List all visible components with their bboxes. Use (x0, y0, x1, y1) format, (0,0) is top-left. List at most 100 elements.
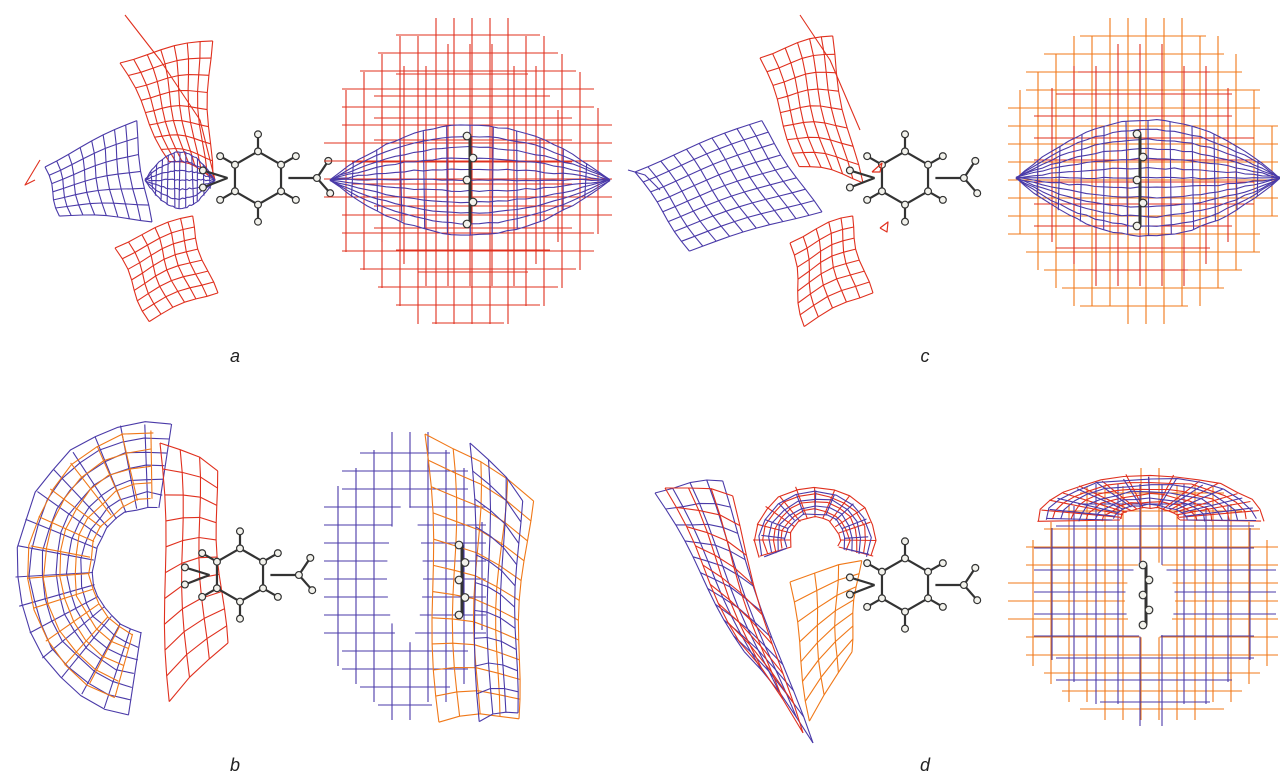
molecule-atom (938, 195, 947, 204)
mesh-line (136, 270, 209, 302)
mesh-radial-line (1173, 493, 1238, 514)
mesh-line (133, 259, 203, 291)
mesh-line (797, 237, 855, 268)
molecule-bond (239, 547, 264, 563)
mesh-radial-line (1176, 488, 1224, 510)
molecule-atom (462, 219, 472, 229)
mesh-radial-line (42, 606, 105, 659)
lens-line (350, 163, 354, 197)
mesh-line (717, 602, 784, 675)
mesh-radial-line (18, 545, 94, 561)
mesh-line (702, 564, 763, 615)
molecule-atom (291, 195, 300, 204)
mesh-line (474, 609, 516, 629)
molecule-atom (900, 624, 910, 633)
mesh-line (789, 215, 853, 244)
lens-line (491, 126, 494, 234)
mesh-line (165, 536, 217, 548)
mesh-radial-line (127, 632, 142, 715)
mesh-line (472, 470, 522, 523)
mesh-line (475, 526, 518, 566)
molecule-atom (460, 558, 470, 567)
mesh-line (667, 177, 797, 223)
molecule-atom (924, 567, 933, 576)
lens-line (166, 155, 169, 205)
mesh-line (55, 202, 149, 209)
molecule-atom (1138, 560, 1148, 570)
mesh-line (802, 236, 819, 318)
mesh-radial-line (121, 433, 138, 501)
molecule-atom (1144, 575, 1154, 585)
mesh-line (727, 622, 795, 704)
mesh-arc-line (789, 515, 842, 548)
mesh-line (474, 662, 518, 672)
mesh-line (772, 71, 837, 86)
panel-c-side-view (627, 14, 982, 328)
mesh-line (433, 538, 522, 582)
molecule-atom (1138, 198, 1148, 208)
mesh-radial-line (1187, 519, 1257, 522)
mesh-line (128, 241, 162, 315)
mesh-line (424, 433, 534, 502)
mesh-line (797, 270, 865, 304)
molecule-atom (1132, 221, 1142, 231)
molecule-bond (904, 557, 929, 573)
molecule-atom (230, 160, 239, 169)
mesh-arc-line (41, 451, 167, 689)
molecule-atom (291, 152, 300, 161)
lens-line (1015, 177, 1280, 237)
molecule-bond (904, 150, 929, 166)
mesh-line (789, 560, 862, 583)
molecule-atom (863, 152, 872, 161)
molecule-atom (273, 549, 282, 558)
mesh-line (634, 120, 762, 173)
mesh-line (743, 651, 814, 744)
molecule-atom (863, 195, 872, 204)
mesh-line (474, 636, 517, 650)
molecule-atom (235, 597, 245, 606)
mesh-radial-line (1159, 478, 1178, 506)
mesh-radial-line (114, 633, 134, 697)
molecule-atom (326, 189, 335, 198)
mesh-line (759, 57, 800, 167)
mesh-radial-line (70, 462, 112, 516)
molecule-atom (1138, 590, 1148, 600)
mesh-line (815, 228, 834, 309)
lens-line (1235, 145, 1238, 211)
molecule-bond (257, 150, 282, 166)
mesh-radial-line (1123, 478, 1141, 506)
mesh-radial-line (838, 521, 871, 534)
mesh-line (161, 147, 213, 162)
molecule-atom (900, 217, 910, 226)
mesh-line (797, 586, 857, 623)
mesh-line (804, 638, 854, 702)
panel-label-b: b (229, 755, 241, 775)
molecule-atom (235, 527, 245, 536)
molecule-bond (849, 583, 875, 596)
molecule-atom (277, 187, 286, 196)
molecule-atom (180, 580, 189, 589)
panel-d-end-view (1008, 468, 1278, 726)
mesh-radial-line (825, 494, 835, 516)
mesh-line (673, 154, 731, 237)
molecule-atom (845, 590, 854, 599)
molecule-atom (462, 131, 472, 141)
mesh-radial-line (844, 536, 869, 539)
molecule-bond (184, 573, 210, 586)
mesh-radial-line (27, 572, 90, 579)
mesh-arc-line (80, 491, 163, 648)
mesh-line (433, 666, 521, 681)
molecule-atom (959, 580, 968, 590)
mesh-radial-line (1049, 508, 1114, 517)
mesh-line (128, 57, 212, 77)
mesh-radial-line (1156, 474, 1175, 509)
lens-line (191, 155, 195, 205)
mesh-line (162, 468, 218, 489)
molecule-atom (971, 156, 980, 165)
molecule-atom (198, 549, 207, 558)
mesh-line (840, 217, 861, 299)
mesh-line (797, 248, 856, 280)
molecule-atom (900, 200, 910, 209)
mesh-radial-line (1182, 497, 1243, 514)
mesh-radial-line (60, 615, 112, 679)
